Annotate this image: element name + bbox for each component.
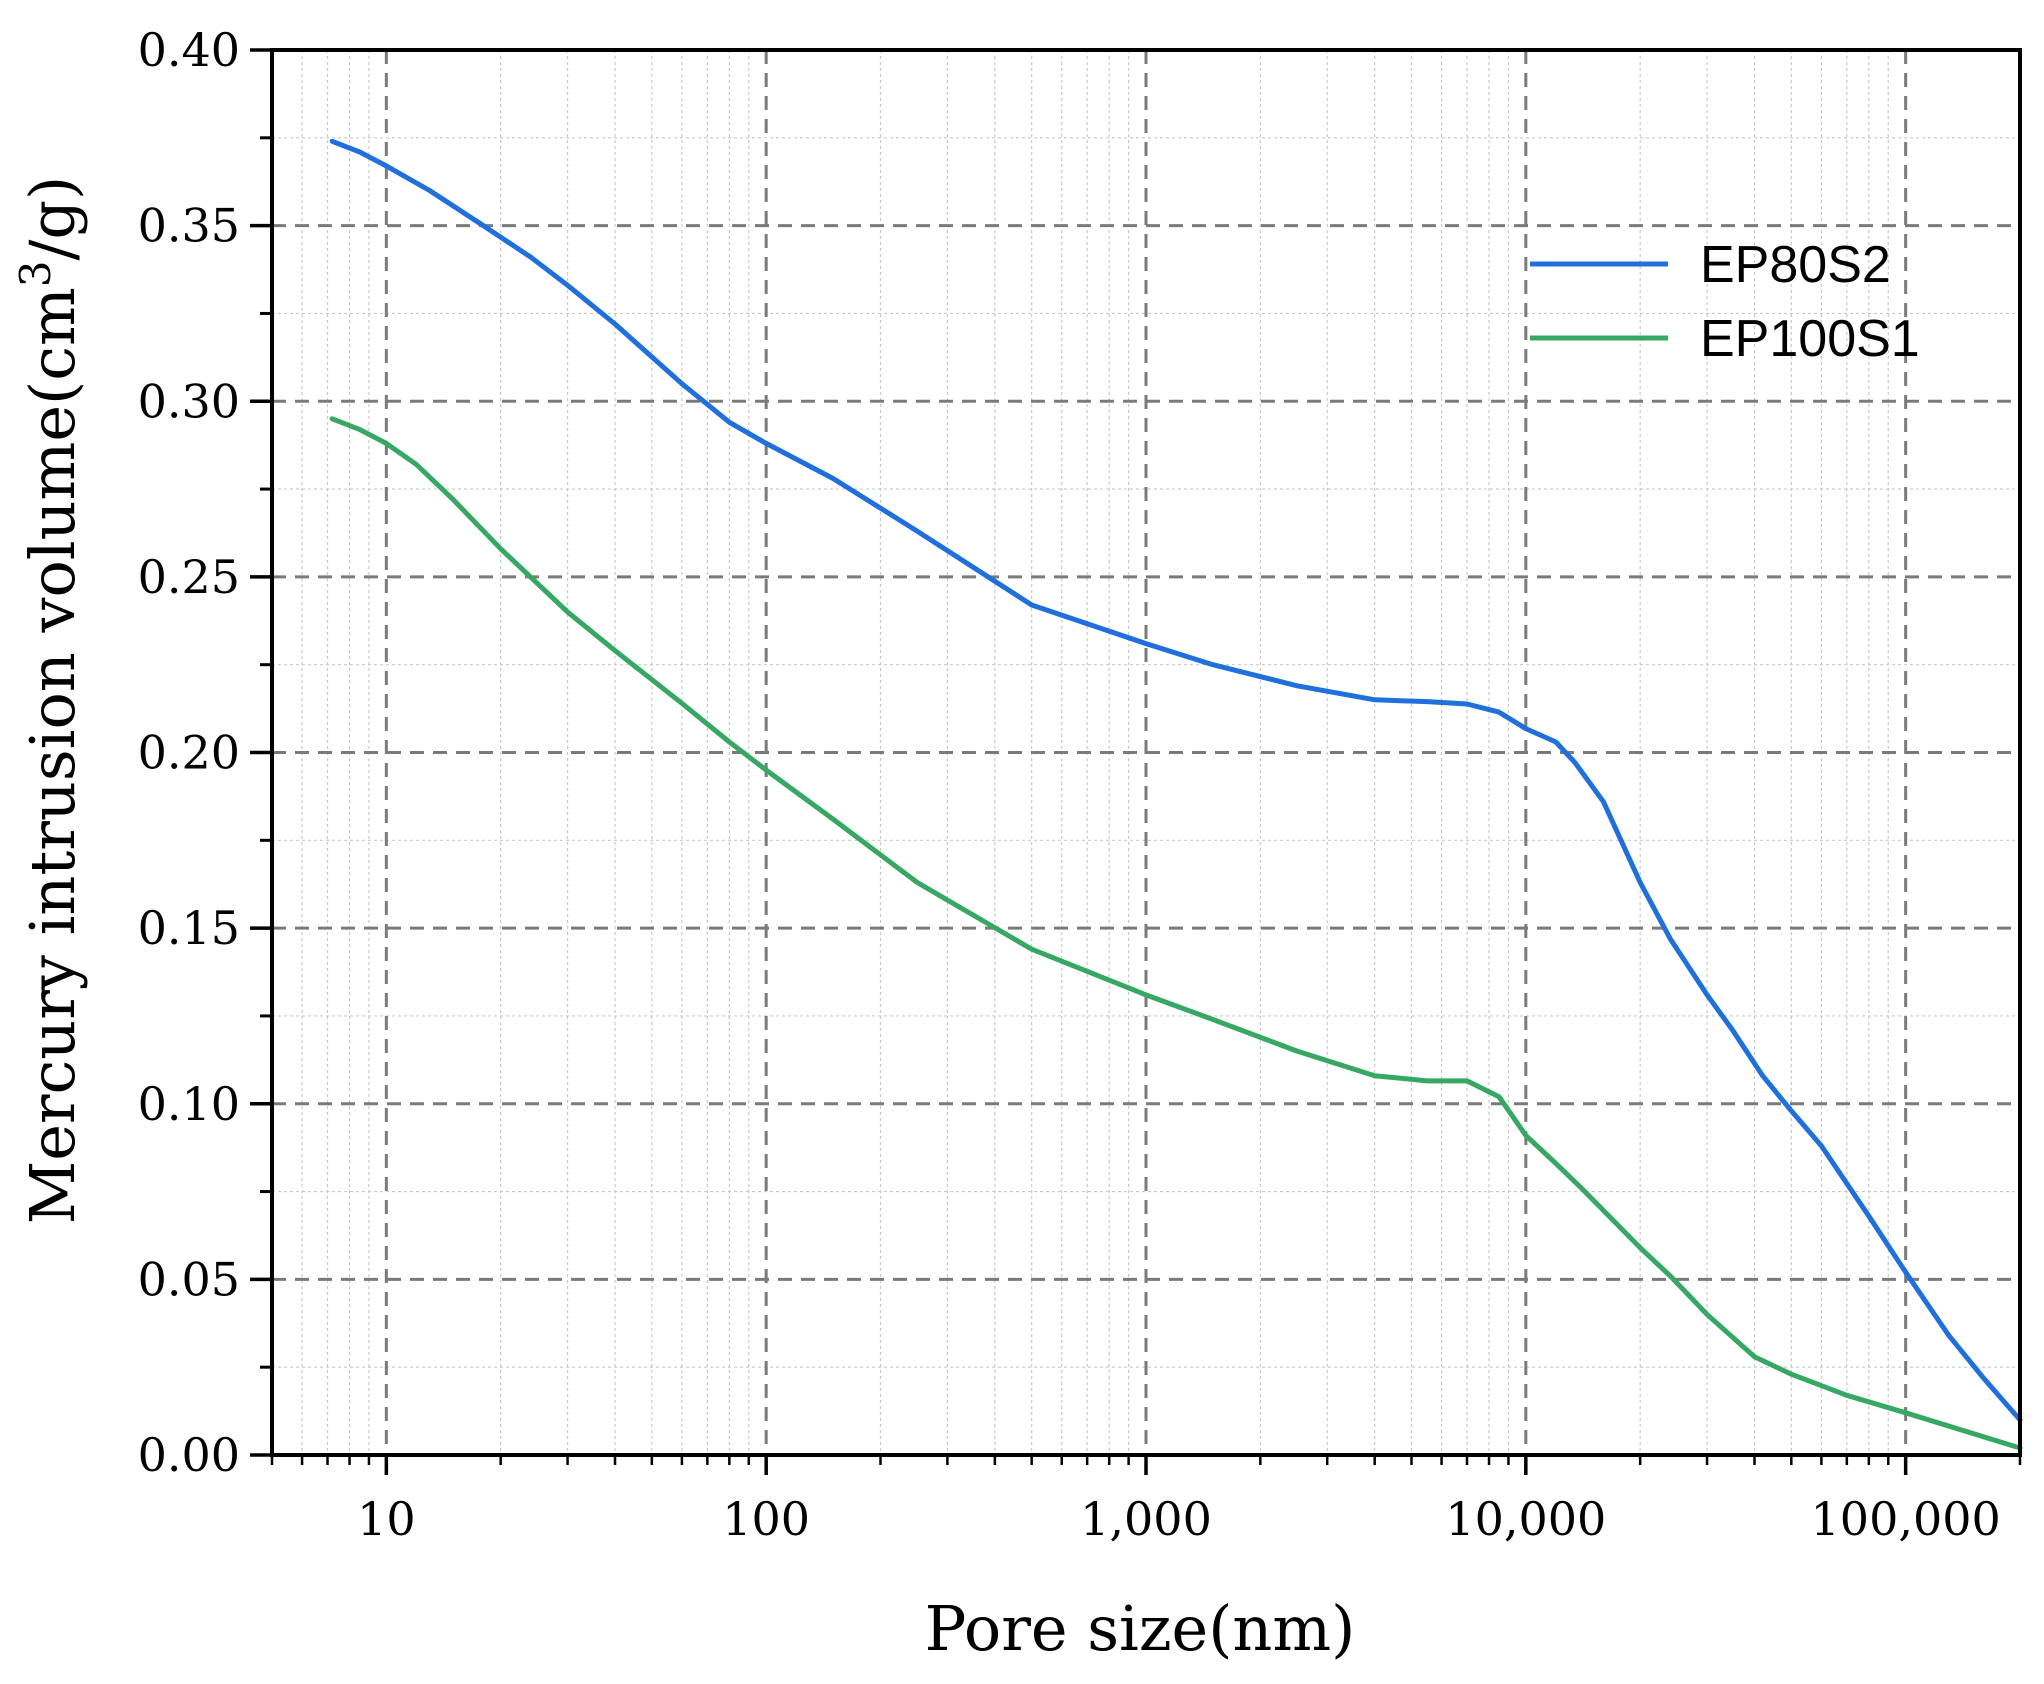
legend-label-ep80s2: EP80S2 bbox=[1700, 236, 1891, 294]
series-line-ep100s1 bbox=[329, 416, 2023, 1451]
legend-label-ep100s1: EP100S1 bbox=[1700, 310, 1920, 368]
x-tick-label: 1,000 bbox=[1080, 1492, 1212, 1546]
y-axis-title-main: Mercury intrusion volume(cm bbox=[16, 287, 89, 1224]
x-axis-title: Pore size(nm) bbox=[925, 1592, 1356, 1665]
series-layer bbox=[329, 138, 2023, 1451]
series-line-ep80s2 bbox=[329, 138, 2023, 1423]
y-axis-title-tail: /g) bbox=[16, 176, 89, 261]
legend: EP80S2 EP100S1 bbox=[1530, 236, 1920, 368]
tick-labels: 10 100 1,000 10,000 100,000 0.00 0.05 0.10 0.15 0… bbox=[138, 23, 2001, 1546]
y-axis-title-superscript: 3 bbox=[11, 261, 60, 288]
y-tick-label: 0.00 bbox=[138, 1428, 240, 1482]
x-tick-label: 100,000 bbox=[1811, 1492, 2001, 1546]
grid-major bbox=[272, 50, 2020, 1455]
ticks-layer bbox=[250, 48, 2022, 1475]
y-tick-label: 0.10 bbox=[138, 1077, 240, 1131]
y-tick-label: 0.15 bbox=[138, 901, 240, 955]
y-tick-label: 0.40 bbox=[138, 23, 240, 77]
y-tick-label: 0.35 bbox=[138, 199, 240, 253]
y-tick-label: 0.20 bbox=[138, 726, 240, 780]
y-tick-label: 0.25 bbox=[138, 550, 240, 604]
y-tick-label: 0.30 bbox=[138, 374, 240, 428]
y-tick-label: 0.05 bbox=[138, 1252, 240, 1306]
x-tick-label: 10,000 bbox=[1445, 1492, 1606, 1546]
x-tick-label: 10 bbox=[357, 1492, 416, 1546]
y-axis-title: Mercury intrusion volume(cm3/g) bbox=[11, 176, 89, 1225]
x-tick-label: 100 bbox=[722, 1492, 810, 1546]
